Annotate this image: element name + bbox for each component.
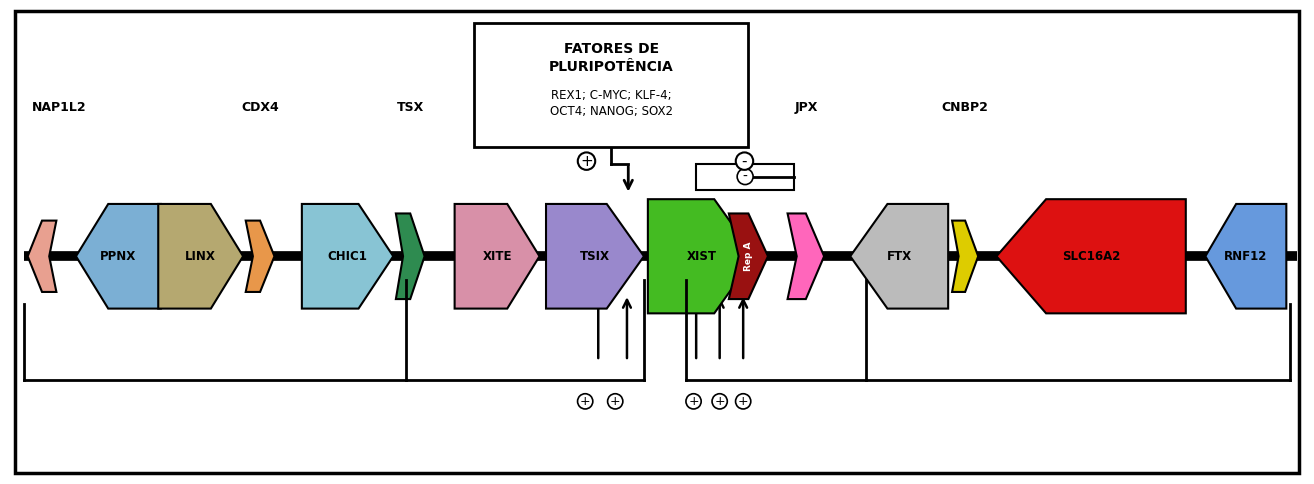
Text: TSX: TSX — [397, 101, 424, 114]
Text: CDX4: CDX4 — [242, 101, 279, 114]
Text: SLC16A2: SLC16A2 — [1062, 250, 1121, 263]
Polygon shape — [455, 204, 540, 309]
Text: REX1; C-MYC; KLF-4;
OCT4; NANOG; SOX2: REX1; C-MYC; KLF-4; OCT4; NANOG; SOX2 — [549, 90, 673, 118]
Text: RNF12: RNF12 — [1225, 250, 1268, 263]
Polygon shape — [648, 199, 756, 313]
Polygon shape — [158, 204, 243, 309]
Polygon shape — [246, 221, 275, 292]
Polygon shape — [953, 221, 978, 292]
Text: FTX: FTX — [887, 250, 912, 263]
Text: FATORES DE
PLURIPOTÊNCIA: FATORES DE PLURIPOTÊNCIA — [549, 42, 674, 74]
Text: XITE: XITE — [482, 250, 512, 263]
Polygon shape — [729, 213, 767, 299]
Polygon shape — [996, 199, 1185, 313]
Text: TSIX: TSIX — [579, 250, 610, 263]
Polygon shape — [787, 213, 824, 299]
Text: +: + — [689, 395, 699, 408]
Text: PPNX: PPNX — [100, 250, 137, 263]
Text: CHIC1: CHIC1 — [327, 250, 368, 263]
Bar — [696, 164, 794, 190]
Polygon shape — [396, 213, 424, 299]
Text: -: - — [741, 153, 748, 168]
Text: LINX: LINX — [185, 250, 215, 263]
Text: +: + — [610, 395, 620, 408]
Text: XIST: XIST — [686, 250, 716, 263]
Text: JPX: JPX — [794, 101, 817, 114]
Polygon shape — [302, 204, 393, 309]
Text: NAP1L2: NAP1L2 — [32, 101, 87, 114]
Polygon shape — [76, 204, 160, 309]
Text: +: + — [715, 395, 725, 408]
Text: -: - — [742, 169, 748, 183]
Text: +: + — [579, 395, 590, 408]
Text: +: + — [579, 153, 593, 168]
Text: CNBP2: CNBP2 — [942, 101, 988, 114]
Bar — [474, 23, 749, 147]
Polygon shape — [1205, 204, 1286, 309]
Polygon shape — [850, 204, 949, 309]
Polygon shape — [547, 204, 644, 309]
Text: Rep A: Rep A — [744, 242, 753, 271]
Text: +: + — [738, 395, 749, 408]
Polygon shape — [28, 221, 57, 292]
